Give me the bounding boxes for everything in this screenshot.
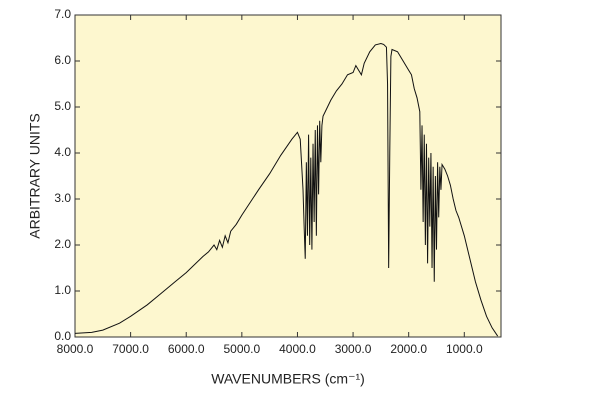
x-tick-label: 5000.0 [223, 342, 260, 356]
y-axis-title: ARBITRARY UNITS [27, 113, 43, 239]
y-tick-label: 6.0 [54, 53, 71, 67]
y-tick-label: 7.0 [54, 7, 71, 21]
x-tick-label: 6000.0 [168, 342, 205, 356]
y-tick-label: 3.0 [54, 191, 71, 205]
y-tick-label: 4.0 [54, 145, 71, 159]
x-tick-label: 3000.0 [335, 342, 372, 356]
plot-area [74, 14, 502, 338]
y-tick-label: 1.0 [54, 283, 71, 297]
x-tick-label: 2000.0 [390, 342, 427, 356]
y-tick-label: 2.0 [54, 237, 71, 251]
x-tick-label: 8000.0 [57, 342, 94, 356]
x-tick-label: 7000.0 [112, 342, 149, 356]
spectrum-line [74, 42, 499, 337]
y-tick-label: 0.0 [54, 329, 71, 343]
x-axis-title: WAVENUMBERS (cm⁻¹) [211, 371, 365, 387]
x-tick-label: 1000.0 [446, 342, 483, 356]
y-tick-label: 5.0 [54, 99, 71, 113]
x-tick-label: 4000.0 [279, 342, 316, 356]
